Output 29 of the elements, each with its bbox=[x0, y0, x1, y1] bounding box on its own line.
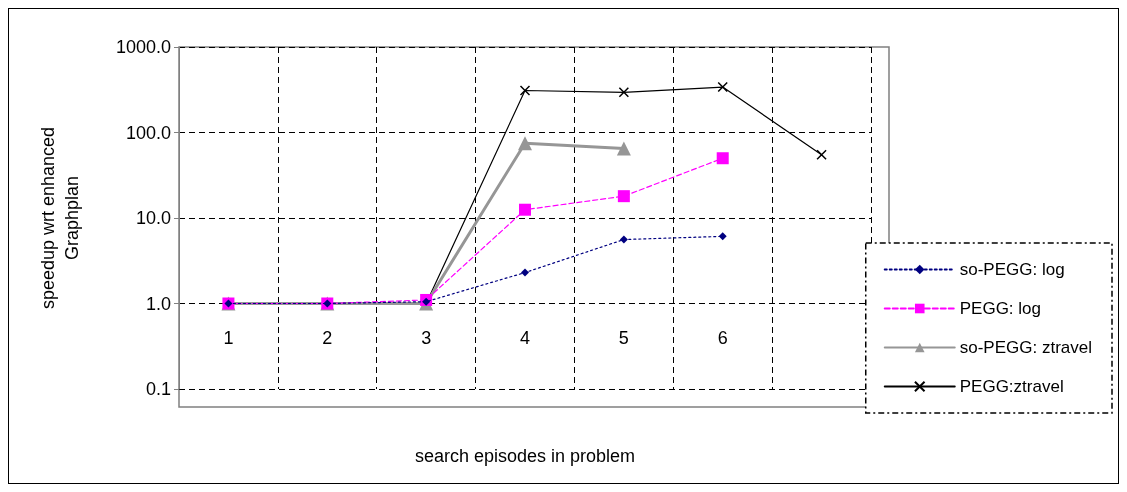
x-tick-label: 2 bbox=[322, 328, 333, 348]
legend-label: PEGG: log bbox=[959, 299, 1042, 318]
y-tick-label: 0.1 bbox=[145, 379, 171, 399]
point bbox=[521, 268, 529, 277]
x-tick-label: 1 bbox=[223, 328, 234, 348]
point bbox=[519, 203, 531, 216]
point bbox=[716, 152, 729, 165]
point bbox=[619, 235, 628, 244]
x-tick-label: 4 bbox=[519, 328, 531, 348]
x-tick-label: 3 bbox=[421, 328, 432, 348]
y-tick-label: 10.0 bbox=[135, 208, 171, 228]
point bbox=[717, 81, 728, 93]
x-tick-label: 6 bbox=[717, 328, 728, 348]
y-axis-title: speedup wrt enhanced Graphplan bbox=[38, 126, 82, 310]
x-axis-title: search episodes in problem bbox=[414, 446, 636, 466]
point bbox=[616, 141, 631, 156]
y-tick-label: 100.0 bbox=[125, 122, 171, 143]
y-tick-label: 1000.0 bbox=[115, 37, 171, 57]
point bbox=[617, 190, 630, 203]
x-tick-label: 5 bbox=[618, 328, 629, 348]
point bbox=[718, 232, 727, 241]
legend-label: so-PEGG: ztravel bbox=[959, 338, 1093, 357]
point bbox=[618, 87, 630, 98]
point bbox=[518, 136, 532, 151]
legend-label: PEGG:ztravel bbox=[959, 377, 1064, 396]
y-tick-label: 1.0 bbox=[145, 293, 171, 314]
point bbox=[519, 85, 531, 96]
legend-label: so-PEGG: log bbox=[959, 260, 1065, 279]
point bbox=[816, 149, 827, 160]
